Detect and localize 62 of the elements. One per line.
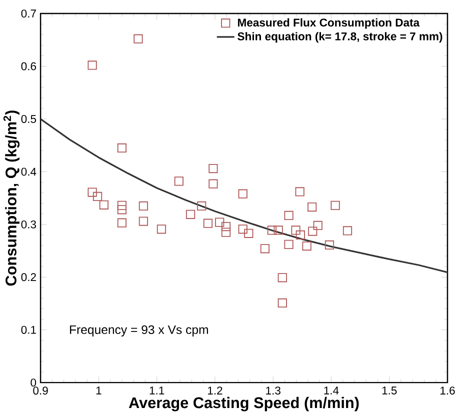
point [296, 230, 305, 240]
point [88, 188, 97, 197]
y-tick-label: 0.7 [21, 10, 36, 18]
point [117, 218, 127, 228]
point [88, 60, 97, 70]
point [302, 242, 312, 251]
x-tick-label: 1.1 [150, 386, 164, 394]
point [138, 216, 148, 226]
x-tick-label: 1.5 [382, 386, 397, 395]
x-tick-label: 1 [96, 386, 102, 394]
point [291, 226, 300, 235]
legend-label: Shin equation (k= 17.8, stroke = 7 mm) [238, 32, 442, 43]
annotation: Frequency = 93 x Vs cpm [70, 325, 208, 337]
y-tick-label: 0.6 [21, 62, 36, 70]
point [174, 176, 184, 186]
point [203, 218, 213, 228]
point [117, 144, 127, 153]
point [99, 200, 108, 210]
point [221, 228, 231, 238]
x-axis-title: Average Casting Speed (m/min) [128, 397, 359, 412]
y-tick-label: 0 [30, 378, 36, 387]
point [238, 224, 248, 234]
point [92, 192, 102, 202]
point [197, 202, 206, 211]
point [284, 240, 294, 250]
point [274, 226, 283, 235]
point [208, 164, 218, 174]
y-axis-title: Consumption, Q (kg/m$^{2}$) [3, 110, 20, 286]
x-tick-label: 1.6 [440, 386, 455, 395]
point [330, 201, 340, 210]
point [221, 222, 231, 232]
point [117, 205, 127, 214]
point [267, 226, 276, 235]
y-tick-label: 0.1 [21, 326, 36, 334]
y-tick-label: 0.2 [21, 273, 36, 282]
point [308, 226, 318, 236]
x-tick-label: 1.4 [324, 386, 339, 394]
point [134, 34, 143, 44]
point [313, 221, 322, 230]
point [307, 202, 317, 212]
y-tick-label: 0.4 [21, 168, 36, 176]
point [284, 211, 294, 220]
y-tick-label: 0.5 [21, 115, 36, 124]
y-tick-label: 0.3 [21, 220, 36, 229]
x-tick-label: 1.2 [208, 386, 222, 395]
point [138, 202, 148, 211]
point [117, 201, 127, 210]
point [295, 187, 304, 196]
x-tick-label: 0.9 [33, 386, 48, 395]
point [238, 189, 248, 199]
point [244, 228, 254, 238]
point [208, 179, 218, 189]
point [215, 218, 224, 228]
x-tick-label: 1.3 [266, 386, 280, 395]
legend-label: Measured Flux Consumption Data [238, 18, 420, 29]
point [324, 240, 334, 250]
point [186, 210, 196, 220]
point [278, 298, 287, 308]
point [342, 226, 352, 236]
point [260, 244, 270, 254]
point [278, 273, 287, 282]
point [156, 224, 166, 234]
